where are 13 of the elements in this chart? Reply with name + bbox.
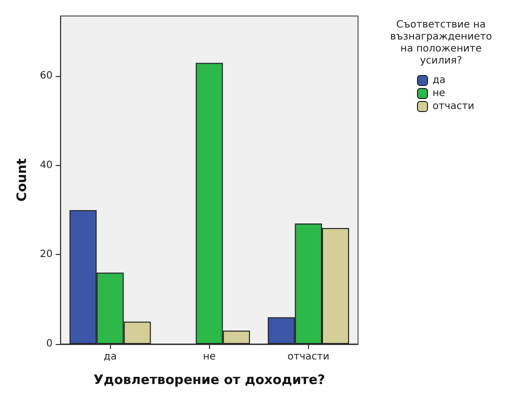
x-axis-title: Удовлетворение от доходите?: [94, 373, 326, 388]
y-tick-label: 60: [40, 70, 53, 82]
y-tick-label: 20: [40, 249, 53, 260]
legend-label: отчасти: [432, 101, 474, 112]
legend-label: не: [432, 88, 446, 99]
y-tick-label: 0: [46, 338, 53, 350]
legend-label: да: [432, 75, 446, 86]
x-tick-label: не: [202, 352, 216, 362]
legend-title: Съответствие на възнаграждението на положените усилия?: [390, 20, 492, 66]
y-tick-label: 40: [40, 160, 53, 171]
x-tick-label: да: [104, 352, 117, 362]
y-axis-title: Count: [15, 158, 30, 202]
x-tick-label: отчасти: [288, 352, 330, 362]
